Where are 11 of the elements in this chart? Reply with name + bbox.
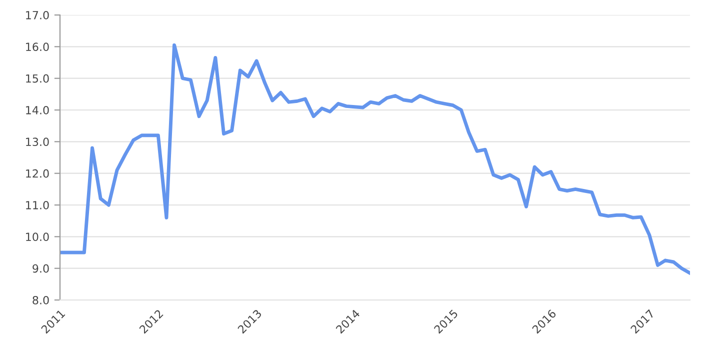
y-tick-label: 15.0 [26,74,49,83]
y-tick-label: 12.0 [26,169,49,178]
line-series [60,43,690,275]
y-tick-label: 16.0 [26,42,49,52]
y-tick-label: 10.0 [26,232,49,242]
y-tick-label: 14.0 [26,106,49,114]
y-tick-label: 13.0 [26,138,49,146]
y-tick-label: 9.0 [32,264,49,273]
y-tick-label: 11.0 [26,200,49,210]
y-tick-label: 8.0 [32,296,49,304]
y-tick-label: 17.0 [26,10,49,20]
